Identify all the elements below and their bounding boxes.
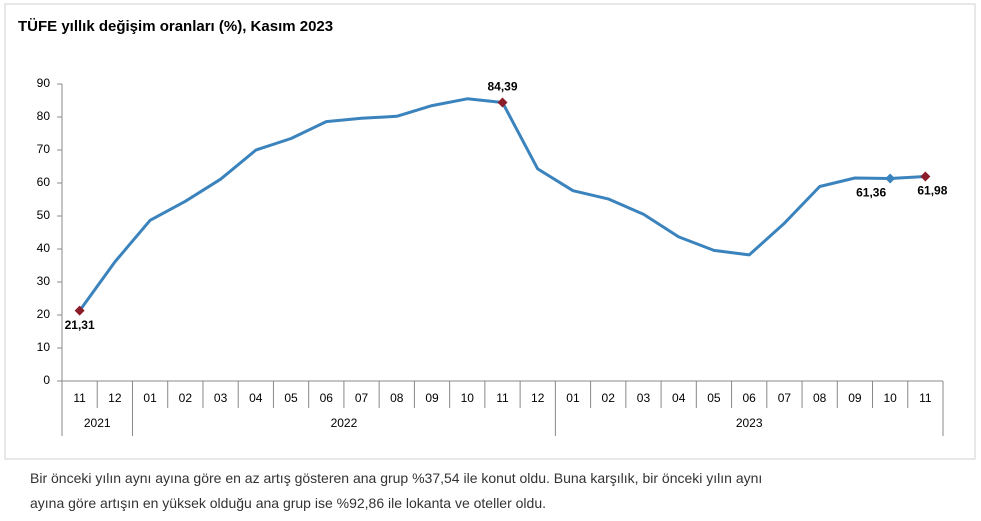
y-tick-label: 10 xyxy=(37,340,51,354)
x-tick-label: 05 xyxy=(284,391,298,405)
x-tick-label: 10 xyxy=(883,391,897,405)
y-tick-label: 20 xyxy=(37,307,51,321)
y-tick-label: 40 xyxy=(37,241,51,255)
data-line xyxy=(78,97,926,312)
y-tick-label: 0 xyxy=(43,373,50,387)
x-tick-label: 01 xyxy=(566,391,580,405)
x-tick-label: 09 xyxy=(425,391,439,405)
x-tick-label: 04 xyxy=(249,391,263,405)
chart-frame xyxy=(4,3,976,460)
x-tick-label: 11 xyxy=(496,391,509,405)
x-tick-label: 12 xyxy=(108,391,122,405)
x-group-label: 2022 xyxy=(331,416,358,430)
x-tick-label: 02 xyxy=(179,391,193,405)
x-tick-label: 08 xyxy=(813,391,827,405)
chart: TÜFE yıllık değişim oranları (%), Kasım … xyxy=(4,3,976,460)
data-label: 84,39 xyxy=(487,80,517,94)
x-tick-label: 11 xyxy=(919,391,932,405)
x-tick-label: 07 xyxy=(355,391,369,405)
x-tick-label: 02 xyxy=(602,391,616,405)
y-tick-label: 30 xyxy=(37,274,51,288)
x-tick-label: 12 xyxy=(531,391,545,405)
x-group-label: 2023 xyxy=(736,416,763,430)
chart-title: TÜFE yıllık değişim oranları (%), Kasım … xyxy=(18,18,333,35)
x-group-label: 2021 xyxy=(84,416,111,430)
paragraph-line: ayına göre artışın en yüksek olduğu ana … xyxy=(30,495,546,511)
data-label: 21,31 xyxy=(65,318,95,332)
x-tick-label: 07 xyxy=(778,391,792,405)
y-tick-label: 70 xyxy=(37,142,51,156)
x-tick-label: 01 xyxy=(143,391,157,405)
data-label: 61,98 xyxy=(917,184,947,198)
paragraph-line: Bir önceki yılın aynı ayına göre en az a… xyxy=(30,470,763,486)
x-tick-label: 03 xyxy=(214,391,228,405)
x-tick-label: 06 xyxy=(320,391,334,405)
x-tick-label: 05 xyxy=(707,391,721,405)
data-marker xyxy=(497,97,508,108)
x-tick-label: 06 xyxy=(743,391,757,405)
x-tick-label: 04 xyxy=(672,391,686,405)
data-marker xyxy=(885,173,896,184)
x-tick-label: 08 xyxy=(390,391,404,405)
data-marker xyxy=(74,305,85,316)
y-tick-label: 90 xyxy=(37,76,51,90)
data-marker xyxy=(920,171,931,182)
y-tick-label: 50 xyxy=(37,208,51,222)
y-tick-label: 80 xyxy=(37,109,51,123)
x-tick-label: 10 xyxy=(461,391,475,405)
x-tick-label: 03 xyxy=(637,391,651,405)
data-label: 61,36 xyxy=(856,186,886,200)
x-tick-label: 11 xyxy=(73,391,86,405)
y-tick-label: 60 xyxy=(37,175,51,189)
x-tick-label: 09 xyxy=(848,391,862,405)
